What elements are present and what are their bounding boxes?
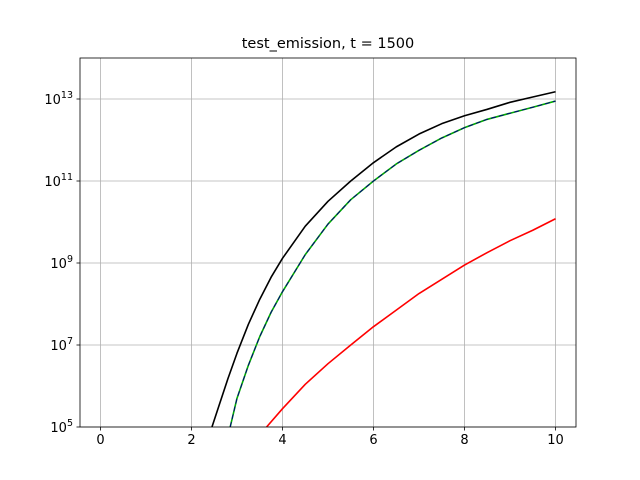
axis-ticks: 0 2 4 6 8 10 105 107 109 1011 1013 bbox=[44, 90, 563, 448]
y-tick-label: 1011 bbox=[44, 172, 73, 190]
series-lines bbox=[211, 91, 556, 427]
x-tick-label: 0 bbox=[96, 433, 104, 448]
series-line bbox=[265, 218, 556, 427]
x-tick-label: 2 bbox=[187, 433, 195, 448]
series-line bbox=[229, 100, 556, 427]
plot-frame bbox=[79, 57, 577, 428]
series-line bbox=[211, 91, 556, 427]
y-tick-label: 107 bbox=[50, 336, 73, 354]
y-tick-label: 105 bbox=[50, 418, 73, 436]
chart-title: test_emission, t = 1500 bbox=[242, 36, 415, 52]
x-tick-label: 8 bbox=[460, 433, 468, 448]
y-tick-label: 1013 bbox=[44, 90, 73, 108]
x-tick-label: 6 bbox=[369, 433, 377, 448]
x-tick-label: 10 bbox=[547, 433, 564, 448]
x-tick-label: 4 bbox=[278, 433, 286, 448]
y-tick-label: 109 bbox=[50, 254, 73, 272]
